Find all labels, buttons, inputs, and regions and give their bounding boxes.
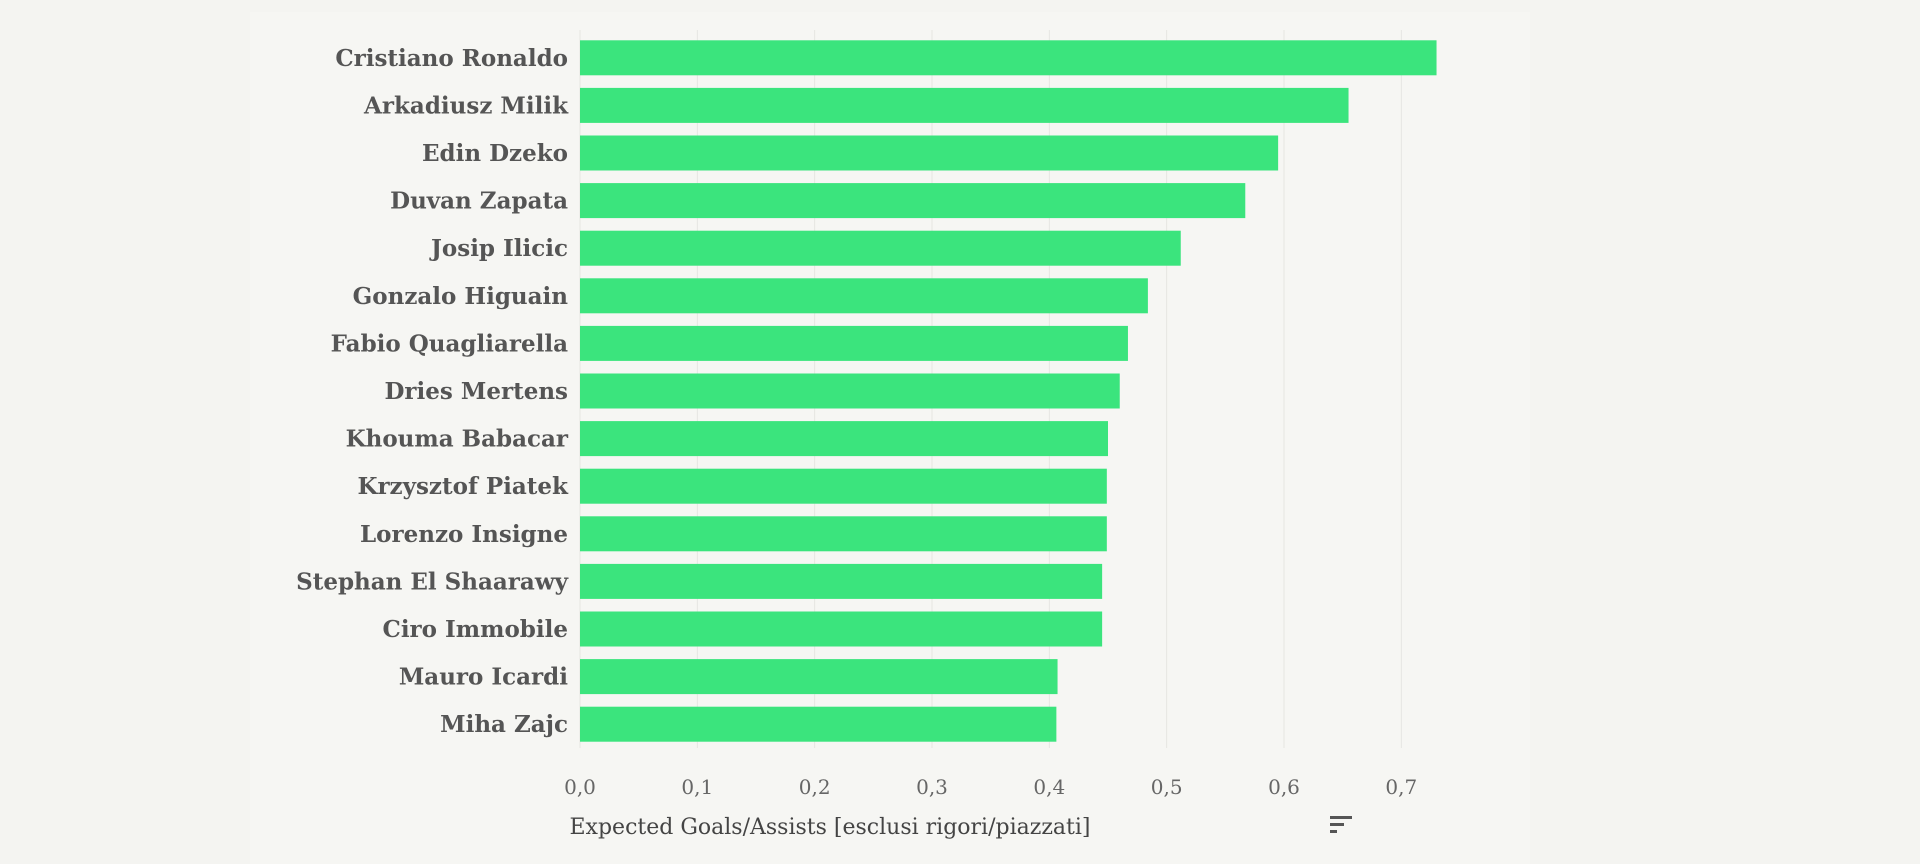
x-axis-title: Expected Goals/Assists [esclusi rigori/p… — [570, 815, 1091, 840]
bar[interactable] — [580, 611, 1103, 647]
bar[interactable] — [580, 421, 1108, 457]
bar[interactable] — [580, 373, 1120, 409]
x-tick-label: 0,4 — [1033, 775, 1065, 799]
x-tick-label: 0,5 — [1151, 775, 1183, 799]
category-label: Lorenzo Insigne — [360, 521, 568, 548]
bars — [580, 40, 1437, 742]
category-label: Josip Ilicic — [429, 235, 568, 262]
category-label: Duvan Zapata — [390, 188, 568, 215]
x-tick-label: 0,1 — [681, 775, 713, 799]
category-label: Ciro Immobile — [383, 616, 568, 643]
bar[interactable] — [580, 87, 1349, 123]
category-label: Edin Dzeko — [422, 140, 568, 167]
category-label: Krzysztof Piatek — [357, 473, 569, 500]
bar[interactable] — [580, 325, 1128, 361]
bar[interactable] — [580, 278, 1148, 314]
chart-panel: Cristiano Ronaldo Arkadiusz Milik Edin Dze… — [250, 12, 1530, 864]
x-tick-label: 0,6 — [1268, 775, 1300, 799]
x-tick-label: 0,3 — [916, 775, 948, 799]
category-labels: Cristiano Ronaldo Arkadiusz Milik Edin Dze… — [296, 45, 569, 738]
category-label: Miha Zajc — [440, 711, 568, 738]
category-label: Fabio Quagliarella — [331, 330, 568, 357]
bar[interactable] — [580, 659, 1058, 695]
category-label: Cristiano Ronaldo — [335, 45, 568, 72]
bar[interactable] — [580, 135, 1279, 171]
category-label: Arkadiusz Milik — [363, 92, 569, 119]
category-label: Mauro Icardi — [399, 664, 568, 691]
bar[interactable] — [580, 230, 1181, 266]
bar[interactable] — [580, 516, 1107, 552]
bar[interactable] — [580, 468, 1107, 504]
x-tick-label: 0,0 — [564, 775, 596, 799]
bar[interactable] — [580, 183, 1246, 219]
sort-icon[interactable] — [1330, 816, 1352, 833]
x-tick-label: 0,7 — [1385, 775, 1417, 799]
category-label: Dries Mertens — [384, 378, 568, 405]
category-label: Khouma Babacar — [346, 426, 569, 453]
category-label: Gonzalo Higuain — [353, 283, 569, 310]
bar[interactable] — [580, 40, 1437, 76]
x-axis-ticks: 0,0 0,1 0,2 0,3 0,4 0,5 0,6 0,7 — [564, 775, 1417, 799]
x-tick-label: 0,2 — [799, 775, 831, 799]
bar-chart: Cristiano Ronaldo Arkadiusz Milik Edin Dze… — [296, 30, 1437, 840]
category-label: Stephan El Shaarawy — [296, 568, 569, 595]
bar[interactable] — [580, 563, 1103, 599]
bar[interactable] — [580, 706, 1057, 742]
